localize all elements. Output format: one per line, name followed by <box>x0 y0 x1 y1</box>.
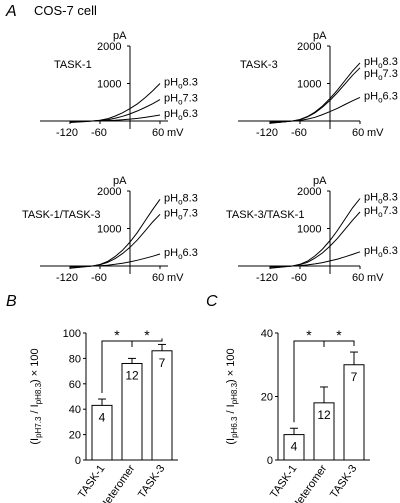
ph-label: pHo7.3 <box>164 207 198 221</box>
ph-label: pHo6.3 <box>164 108 198 122</box>
category-label: TASK-3 <box>136 463 167 501</box>
x-unit-label: mV <box>367 272 384 284</box>
x-tick-label: 60 <box>152 272 164 284</box>
ph-label: pHo6.3 <box>364 245 398 259</box>
panel-a-title: COS-7 cell <box>34 3 97 18</box>
x-tick-label: 60 <box>352 127 364 139</box>
y-tick-label: 2000 <box>97 41 121 53</box>
ph-label: pHo8.3 <box>164 192 198 206</box>
y-tick-label: 20 <box>261 392 273 404</box>
ph-label: pHo7.3 <box>164 93 198 107</box>
n-label: 4 <box>99 410 106 424</box>
n-label: 4 <box>291 440 298 454</box>
y-tick-label: 1000 <box>97 79 121 91</box>
y-tick-label: 2000 <box>297 186 321 198</box>
x-unit-label: mV <box>367 127 384 139</box>
n-label: 12 <box>317 408 331 422</box>
y-unit-label: pA <box>113 175 127 187</box>
iv-trace-ph6-3 <box>69 253 161 268</box>
y-tick-label: 100 <box>63 328 81 340</box>
y-axis-label: (IpH7.3 / IpH8.3) × 100 <box>29 348 43 444</box>
iv-title: TASK-1/TASK-3 <box>22 209 100 221</box>
x-tick-label: -120 <box>256 272 278 284</box>
x-tick-label: 60 <box>152 127 164 139</box>
panel-b-letter: B <box>6 293 17 310</box>
ph-label: pHo8.3 <box>364 192 398 206</box>
x-tick-label: -60 <box>291 127 307 139</box>
ph-label: pHo6.3 <box>164 247 198 261</box>
x-unit-label: mV <box>167 272 184 284</box>
iv-title: TASK-3/TASK-1 <box>226 209 304 221</box>
panel-a-letter: A <box>5 3 17 20</box>
x-tick-label: -60 <box>291 272 307 284</box>
iv-trace-ph6-3 <box>69 114 161 123</box>
x-unit-label: mV <box>167 127 184 139</box>
iv-trace-ph7-3 <box>69 99 161 123</box>
y-unit-label: pA <box>313 175 327 187</box>
ph-label: pHo6.3 <box>364 90 398 104</box>
ph-label: pHo7.3 <box>364 205 398 219</box>
n-label: 7 <box>351 370 358 384</box>
iv-trace-ph7-3 <box>69 213 161 269</box>
iv-trace-ph6-3 <box>269 251 361 268</box>
significance-star: * <box>306 327 312 343</box>
y-unit-label: pA <box>313 30 327 42</box>
n-label: 12 <box>125 368 139 382</box>
x-tick-label: -60 <box>91 127 107 139</box>
x-tick-label: -120 <box>256 127 278 139</box>
bar <box>343 364 365 461</box>
y-axis-label: (IpH6.3 / IpH8.3) × 100 <box>225 348 239 444</box>
ph-label: pHo8.3 <box>164 77 198 91</box>
y-tick-label: 60 <box>69 379 81 391</box>
iv-trace-ph7-3 <box>269 67 361 124</box>
x-tick-label: -60 <box>91 272 107 284</box>
bar <box>121 362 143 461</box>
y-tick-label: 2000 <box>297 41 321 53</box>
x-tick-label: -120 <box>56 127 78 139</box>
category-label: TASK-3 <box>328 463 359 501</box>
bar <box>283 434 305 461</box>
y-tick-label: 80 <box>69 353 81 365</box>
iv-trace-ph6-3 <box>269 96 361 123</box>
y-unit-label: pA <box>113 30 127 42</box>
y-tick-label: 20 <box>69 430 81 442</box>
x-tick-label: 60 <box>352 272 364 284</box>
iv-title: TASK-1 <box>54 59 92 71</box>
iv-title: TASK-3 <box>240 59 278 71</box>
ph-label: pHo8.3 <box>364 56 398 70</box>
panel-c-letter: C <box>206 293 218 310</box>
y-tick-label: 1000 <box>297 79 321 91</box>
bar <box>151 350 173 461</box>
n-label: 7 <box>159 356 166 370</box>
y-tick-label: 40 <box>261 328 273 340</box>
significance-star: * <box>336 327 342 343</box>
bar <box>91 404 113 461</box>
significance-star: * <box>144 327 150 343</box>
y-tick-label: 2000 <box>97 186 121 198</box>
y-tick-label: 0 <box>267 455 273 467</box>
category-label: TASK-1 <box>268 463 299 501</box>
iv-trace-ph8-3 <box>269 62 361 124</box>
category-label: TASK-1 <box>76 463 107 501</box>
x-tick-label: -120 <box>56 272 78 284</box>
y-tick-label: 40 <box>69 404 81 416</box>
bar <box>313 402 335 461</box>
y-tick-label: 0 <box>75 455 81 467</box>
ph-label: pHo7.3 <box>364 68 398 82</box>
y-tick-label: 1000 <box>297 224 321 236</box>
significance-star: * <box>114 327 120 343</box>
y-tick-label: 1000 <box>97 224 121 236</box>
